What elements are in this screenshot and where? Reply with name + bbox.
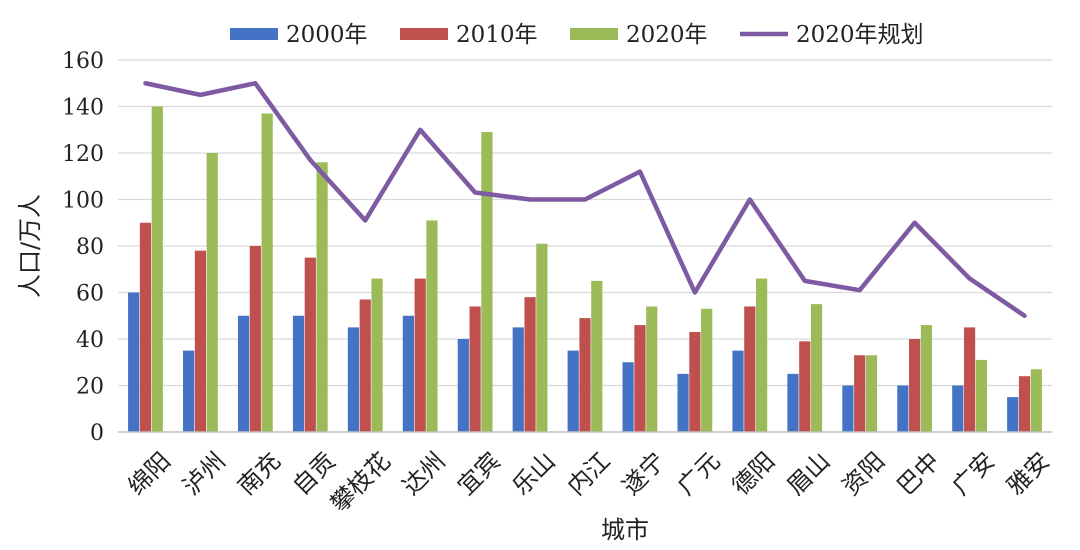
x-tick-label: 资阳 — [837, 447, 891, 501]
bar-2020年-攀枝花 — [371, 278, 383, 432]
y-tick-label: 40 — [76, 328, 104, 353]
bar-2000年-攀枝花 — [347, 327, 360, 432]
bar-2010年-宜宾 — [469, 306, 481, 432]
bar-2000年-内江 — [567, 350, 579, 432]
bar-2020年-绵阳 — [151, 106, 163, 432]
bar-2010年-遂宁 — [634, 325, 646, 432]
legend-label: 2010年 — [456, 22, 538, 48]
bar-2000年-绵阳 — [128, 292, 140, 432]
bar-2010年-泸州 — [194, 250, 207, 432]
bar-2000年-德阳 — [732, 350, 744, 432]
y-tick-label: 80 — [76, 235, 104, 260]
bar-2000年-乐山 — [512, 327, 524, 432]
bar-2010年-巴中 — [909, 339, 921, 432]
bar-2020年-泸州 — [206, 153, 218, 432]
bar-2000年-达州 — [402, 315, 414, 432]
bar-2010年-绵阳 — [139, 222, 152, 432]
bar-2020年-宜宾 — [481, 132, 493, 432]
bar-2020年-南充 — [261, 113, 273, 432]
bar-2000年-眉山 — [787, 373, 799, 432]
bar-2010年-雅安 — [1018, 376, 1031, 432]
bar-2000年-雅安 — [1007, 397, 1019, 432]
y-tick-labels: 0 20 40 60 80 100 120 140 160 — [62, 49, 104, 446]
bar-2000年-泸州 — [183, 350, 195, 432]
x-tick-label: 遂宁 — [617, 447, 671, 501]
planning-line — [143, 81, 1027, 318]
bar-2000年-巴中 — [897, 385, 909, 432]
bar-2020年-自贡 — [316, 162, 328, 433]
x-tick-label: 广元 — [672, 447, 726, 501]
bar-2010年-乐山 — [524, 297, 536, 432]
x-tick-label: 广安 — [947, 447, 1001, 501]
bar-2020年-眉山 — [810, 304, 823, 432]
bar-2010年-达州 — [414, 278, 426, 432]
x-tick-label: 乐山 — [507, 447, 561, 501]
bar-2010年-攀枝花 — [359, 299, 371, 432]
bar-2010年-德阳 — [744, 306, 756, 432]
bar-2010年-自贡 — [304, 257, 316, 432]
bar-2000年-资阳 — [842, 385, 854, 432]
x-tick-label: 绵阳 — [122, 447, 176, 501]
bar-2010年-南充 — [249, 246, 261, 432]
bar-2020年-乐山 — [536, 243, 548, 432]
bar-2010年-广安 — [963, 327, 976, 432]
x-tick-label: 南充 — [232, 447, 286, 501]
y-tick-label: 100 — [62, 189, 104, 214]
bar-2020年-广元 — [701, 308, 713, 432]
bar-2000年-广安 — [952, 385, 964, 432]
bar-2020年-资阳 — [865, 355, 878, 432]
legend-label: 2020年规划 — [796, 22, 924, 48]
x-tick-label: 巴中 — [892, 447, 946, 501]
y-tick-label: 20 — [76, 375, 104, 400]
bar-2010年-广元 — [689, 332, 701, 432]
legend-label: 2000年 — [286, 22, 368, 48]
y-tick-label: 0 — [90, 421, 104, 446]
y-tick-label: 120 — [62, 142, 104, 167]
x-tick-label: 宜宾 — [452, 447, 506, 501]
x-tick-label: 泸州 — [177, 447, 231, 501]
bar-2000年-广元 — [677, 373, 689, 432]
bar-2020年-德阳 — [756, 278, 768, 432]
x-tick-label: 雅安 — [1001, 447, 1055, 501]
x-tick-label: 眉山 — [782, 447, 836, 501]
legend-swatch-2010年 — [400, 28, 448, 40]
bar-2020年-广安 — [975, 359, 987, 432]
y-tick-label: 60 — [76, 282, 104, 307]
x-tick-label: 达州 — [397, 447, 451, 501]
bar-2020年-达州 — [426, 220, 438, 432]
x-axis-title: 城市 — [601, 516, 649, 544]
bar-2020年-内江 — [591, 280, 603, 432]
bar-2000年-宜宾 — [457, 339, 469, 432]
bar-2020年-雅安 — [1030, 369, 1042, 432]
legend-swatch-2020年 — [570, 28, 618, 40]
y-tick-label: 160 — [62, 49, 104, 74]
legend: 2000年 2010年 2020年 2020年规划 — [230, 22, 924, 48]
legend-label: 2020年 — [626, 22, 708, 48]
bar-2000年-自贡 — [292, 315, 305, 432]
y-axis-title: 人口/万人 — [16, 194, 44, 298]
bar-2020年-巴中 — [920, 325, 933, 432]
x-tick-label: 德阳 — [727, 447, 781, 501]
x-tick-label: 内江 — [562, 447, 616, 501]
bar-2010年-眉山 — [799, 341, 811, 432]
bar-2000年-南充 — [237, 315, 250, 432]
bar-2010年-资阳 — [854, 355, 866, 432]
legend-swatch-2000年 — [230, 28, 278, 40]
bars — [128, 106, 1042, 433]
bar-2020年-遂宁 — [646, 306, 658, 432]
y-tick-label: 140 — [62, 96, 104, 121]
bar-2000年-遂宁 — [622, 362, 634, 432]
x-tick-label: 攀枝花 — [325, 447, 396, 518]
bar-2010年-内江 — [579, 318, 591, 432]
